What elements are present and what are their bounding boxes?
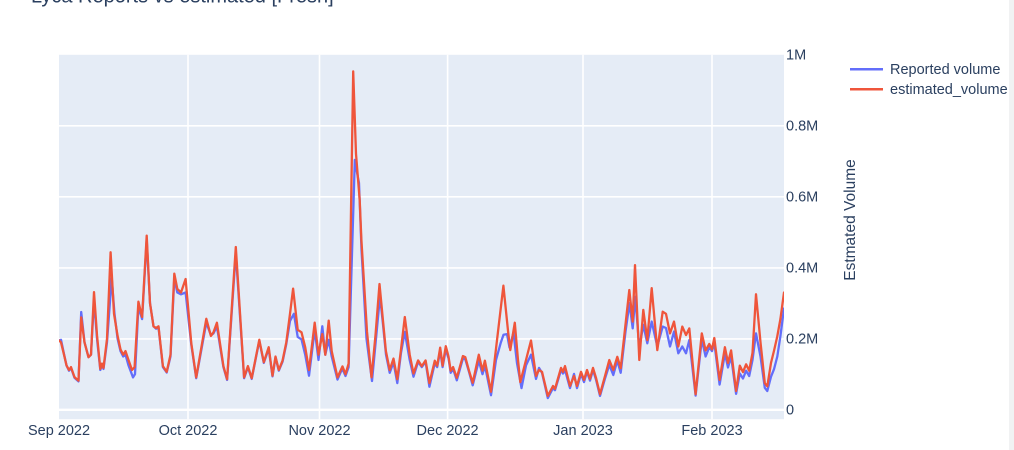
svg-text:Lyca Reports vs estimated [Fre: Lyca Reports vs estimated [Fresh]: [31, 0, 334, 8]
svg-text:Feb 2023: Feb 2023: [681, 423, 742, 439]
svg-text:Jan 2023: Jan 2023: [553, 423, 613, 439]
svg-text:Reported volume: Reported volume: [890, 62, 1000, 78]
svg-text:0.2M: 0.2M: [786, 332, 818, 348]
svg-text:0.4M: 0.4M: [786, 261, 818, 277]
svg-text:Oct 2022: Oct 2022: [159, 423, 218, 439]
svg-text:estimated_volume: estimated_volume: [890, 82, 1008, 98]
svg-text:0.8M: 0.8M: [786, 119, 818, 135]
svg-text:0.6M: 0.6M: [786, 190, 818, 206]
svg-text:Sep 2022: Sep 2022: [28, 423, 90, 439]
svg-text:0: 0: [786, 403, 794, 419]
svg-text:Estmated Volume: Estmated Volume: [842, 159, 859, 280]
svg-text:Nov 2022: Nov 2022: [288, 423, 350, 439]
svg-text:Dec 2022: Dec 2022: [417, 423, 479, 439]
svg-text:1M: 1M: [786, 48, 806, 64]
